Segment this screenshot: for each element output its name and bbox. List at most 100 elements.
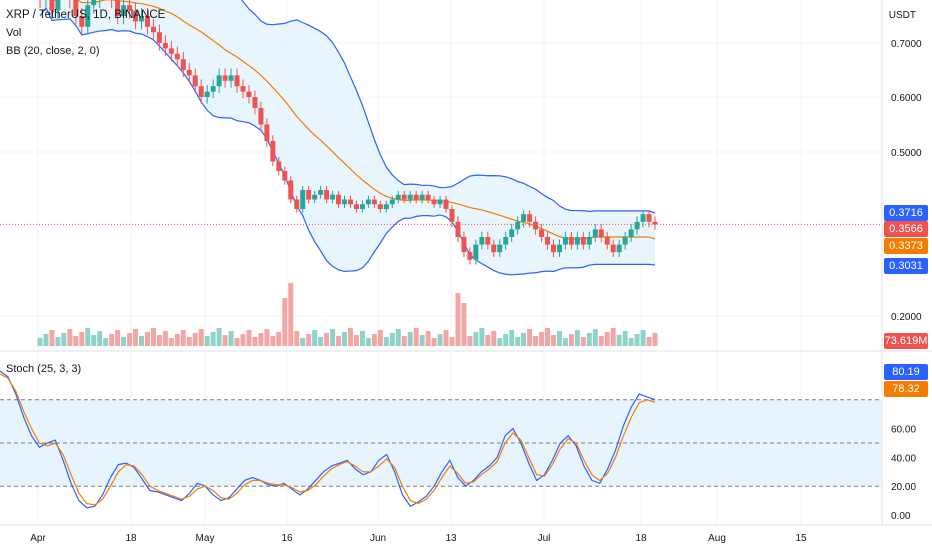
candle-body xyxy=(127,5,133,11)
axis-unit-label[interactable]: USDT xyxy=(888,10,916,21)
candle-body xyxy=(79,16,85,27)
candle-body xyxy=(383,204,389,210)
volume-bar xyxy=(491,331,497,346)
candle-body xyxy=(49,0,55,11)
candle-body xyxy=(616,244,622,253)
time-tick-label: 16 xyxy=(281,533,293,544)
candle-body xyxy=(342,199,348,205)
volume-bar xyxy=(216,328,222,346)
candle-body xyxy=(336,194,342,205)
volume-bar xyxy=(79,332,85,346)
candle-body xyxy=(449,209,455,222)
price-tick-label: 0.5000 xyxy=(891,148,922,159)
candle-body xyxy=(377,204,383,210)
volume-bar xyxy=(443,330,449,346)
volume-bar xyxy=(604,332,610,346)
candle-body xyxy=(294,199,300,210)
candle-body xyxy=(491,244,497,253)
candle-body xyxy=(652,221,658,225)
volume-bar xyxy=(127,333,133,346)
candle-body xyxy=(556,244,562,253)
volume-bar xyxy=(85,328,91,346)
volume-bar xyxy=(539,332,545,346)
volume-bar xyxy=(646,337,652,346)
stochastic-legend[interactable]: Stoch (25, 3, 3) xyxy=(6,363,82,375)
volume-bar xyxy=(580,337,586,346)
candle-body xyxy=(353,204,359,210)
stoch-tick-label: 0.00 xyxy=(891,511,911,522)
time-tick-label: 15 xyxy=(795,533,807,544)
time-tick-label: 18 xyxy=(125,533,137,544)
candle-body xyxy=(485,236,491,245)
volume-bar xyxy=(652,333,658,346)
time-tick-label: 18 xyxy=(635,533,647,544)
candle-body xyxy=(359,204,365,210)
time-tick-label: May xyxy=(196,533,215,544)
candle-body xyxy=(509,229,515,237)
volume-bar xyxy=(342,332,348,346)
volume-bar xyxy=(67,329,73,346)
volume-bar xyxy=(156,335,162,346)
volume-bar xyxy=(359,331,365,346)
candle-body xyxy=(270,141,276,162)
candle-body xyxy=(133,10,139,22)
candle-body xyxy=(419,194,425,200)
volume-bar xyxy=(592,329,598,346)
last-price-tag: 0.3566 xyxy=(884,221,928,237)
volume-bar xyxy=(622,331,628,346)
candle-body xyxy=(527,214,533,222)
volume-bar xyxy=(497,338,503,346)
volume-bar xyxy=(258,333,264,346)
volume-bar xyxy=(545,328,551,346)
volume-bar xyxy=(509,330,515,346)
volume-legend[interactable]: Vol xyxy=(6,27,22,39)
candle-body xyxy=(174,53,180,60)
candle-body xyxy=(371,199,377,205)
candle-body xyxy=(562,236,568,245)
candle-body xyxy=(324,190,330,200)
candle-body xyxy=(640,214,646,222)
volume-bar xyxy=(533,336,539,346)
candle-body xyxy=(330,194,336,200)
candle-body xyxy=(139,16,145,22)
candle-body xyxy=(461,236,467,253)
stoch-k-tag: 80.19 xyxy=(884,364,928,380)
candle-body xyxy=(228,75,234,81)
volume-bar xyxy=(318,337,324,346)
time-tick-label: 13 xyxy=(445,533,457,544)
time-tick-label: Aug xyxy=(708,533,726,544)
volume-bar xyxy=(413,328,419,346)
candle-body xyxy=(401,194,407,200)
volume-bar xyxy=(431,338,437,346)
candle-body xyxy=(300,190,306,210)
candle-body xyxy=(258,108,264,125)
candle-body xyxy=(580,236,586,245)
candle-body xyxy=(246,91,252,97)
candle-body xyxy=(150,26,156,33)
stoch-tick-label: 40.00 xyxy=(891,453,916,464)
candle-body xyxy=(121,5,127,16)
volume-bar xyxy=(574,330,580,346)
candle-body xyxy=(312,194,318,200)
volume-bar xyxy=(288,283,294,346)
volume-bar xyxy=(449,337,455,346)
bb-upper-price-tag: 0.3716 xyxy=(884,205,928,221)
volume-bar xyxy=(527,329,533,346)
volume-bar xyxy=(150,328,156,346)
bollinger-legend[interactable]: BB (20, close, 2, 0) xyxy=(6,45,100,57)
volume-bar xyxy=(144,332,150,346)
volume-bar xyxy=(324,333,330,346)
volume-bar xyxy=(276,332,282,346)
volume-bar xyxy=(550,335,556,346)
volume-bar xyxy=(204,336,210,346)
candle-body xyxy=(592,229,598,237)
volume-bar xyxy=(49,330,55,346)
candle-body xyxy=(234,75,240,87)
price-tick-label: 0.2000 xyxy=(891,312,922,323)
candle-body xyxy=(443,199,449,210)
volume-bar xyxy=(121,337,127,346)
bb-basis-line xyxy=(40,0,656,240)
bb-upper-line xyxy=(241,0,656,214)
volume-bar xyxy=(282,298,288,346)
